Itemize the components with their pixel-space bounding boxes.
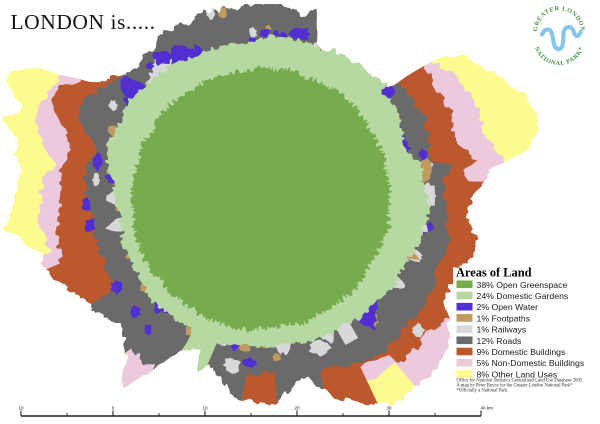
- svg-text:30: 30: [386, 406, 392, 411]
- svg-text:Office for National Statistics: Office for National Statistics Generalis…: [457, 379, 584, 384]
- svg-text:38% Open Greenspace: 38% Open Greenspace: [477, 280, 568, 290]
- svg-text:20: 20: [294, 406, 300, 411]
- svg-text:12% Roads: 12% Roads: [477, 336, 523, 346]
- svg-text:*Officially a National Park.: *Officially a National Park.: [457, 388, 509, 393]
- svg-text:8% Other Land Uses: 8% Other Land Uses: [477, 369, 558, 379]
- svg-text:10: 10: [18, 406, 24, 411]
- svg-text:5% Non-Domestic Buildings: 5% Non-Domestic Buildings: [477, 358, 585, 368]
- svg-text:9% Domestic Buildings: 9% Domestic Buildings: [477, 347, 566, 357]
- svg-text:10: 10: [202, 406, 208, 411]
- svg-text:1% Railways: 1% Railways: [477, 325, 527, 335]
- svg-text:1% Footpaths: 1% Footpaths: [477, 313, 531, 323]
- svg-text:24% Domestic Gardens: 24% Domestic Gardens: [477, 291, 569, 301]
- svg-text:Areas of Land: Areas of Land: [456, 266, 532, 280]
- svg-text:40 km: 40 km: [481, 406, 494, 411]
- svg-text:A map by Peter Boyce for the G: A map by Peter Boyce for the Greater Lon…: [457, 383, 574, 388]
- svg-text:2% Open Water: 2% Open Water: [477, 302, 539, 312]
- svg-text:LONDON is.....: LONDON is.....: [11, 10, 156, 34]
- svg-text:0: 0: [112, 406, 115, 411]
- svg-text:GREATER LONDON: GREATER LONDON: [532, 5, 586, 32]
